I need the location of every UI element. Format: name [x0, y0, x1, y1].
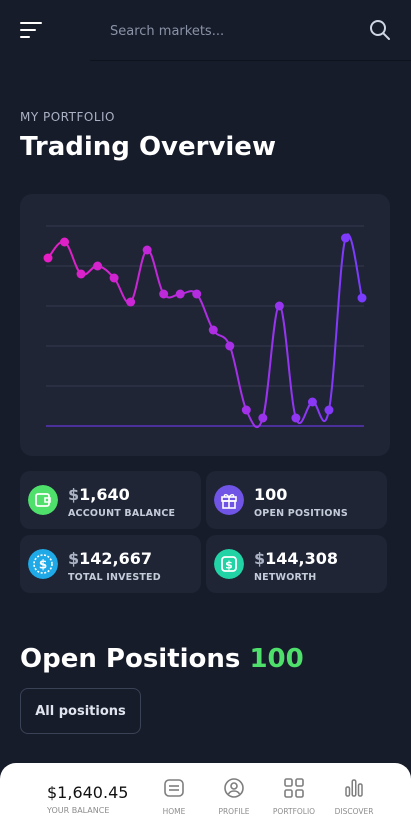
discover-icon	[345, 779, 363, 797]
all-positions-button[interactable]: All positions	[20, 688, 141, 734]
nav-portfolio[interactable]: PORTFOLIO	[269, 777, 319, 817]
balance-value: $1,640.45	[47, 783, 129, 802]
menu-icon[interactable]	[20, 21, 42, 39]
data-point	[274, 301, 284, 311]
nav-label: PORTFOLIO	[272, 807, 316, 816]
portfolio-chart	[20, 194, 390, 456]
data-point	[192, 289, 202, 299]
data-point	[241, 405, 251, 415]
stat-number: 100	[254, 485, 288, 504]
stat-networth[interactable]: $ $144,308 NETWORTH	[206, 535, 387, 593]
data-point	[208, 325, 218, 335]
top-header	[0, 0, 411, 61]
stat-number: 142,667	[79, 549, 153, 568]
data-point	[142, 245, 152, 255]
stat-open-positions[interactable]: 100 OPEN POSITIONS	[206, 471, 387, 529]
search-bar	[90, 0, 411, 61]
data-point	[307, 397, 317, 407]
bottom-bar: $1,640.45 YOUR BALANCE HOME PROFILE PORT…	[0, 763, 411, 823]
data-point	[109, 273, 119, 283]
nav-discover[interactable]: DISCOVER	[329, 777, 379, 817]
data-point	[60, 237, 70, 247]
data-point	[159, 289, 169, 299]
currency-symbol: $	[254, 549, 266, 568]
portfolio-icon	[284, 778, 304, 798]
data-point	[291, 413, 301, 423]
data-point	[126, 297, 136, 307]
stat-label: ACCOUNT BALANCE	[68, 508, 176, 519]
open-positions-title: Open Positions 100	[20, 644, 304, 674]
positions-count: 100	[249, 644, 304, 674]
search-input[interactable]	[108, 18, 352, 44]
data-point	[43, 253, 53, 263]
home-icon	[164, 779, 184, 797]
data-point	[258, 413, 268, 423]
stat-number: 144,308	[265, 549, 339, 568]
data-point	[76, 269, 86, 279]
series-line	[47, 233, 363, 429]
svg-text:$: $	[225, 559, 233, 572]
profile-icon	[224, 778, 244, 798]
stat-value: 100	[254, 485, 287, 504]
data-point	[324, 405, 334, 415]
gift-icon	[214, 485, 244, 515]
dollar-coin-icon: $	[28, 549, 58, 579]
section-title-text: Open Positions	[20, 644, 241, 674]
nav-home[interactable]: HOME	[149, 777, 199, 817]
balance-label: YOUR BALANCE	[47, 806, 110, 815]
data-point	[93, 261, 103, 271]
nav-label: PROFILE	[218, 807, 250, 816]
stat-total-invested[interactable]: $ $142,667 TOTAL INVESTED	[20, 535, 201, 593]
line-chart	[43, 225, 367, 429]
stat-label: NETWORTH	[254, 572, 317, 583]
stat-number: 1,640	[79, 485, 130, 504]
data-point	[357, 293, 367, 303]
dollar-square-icon: $	[214, 549, 244, 579]
portfolio-eyebrow: MY PORTFOLIO	[20, 110, 115, 124]
data-point	[225, 341, 235, 351]
search-icon[interactable]	[369, 19, 391, 41]
stat-value: $142,667	[68, 549, 152, 568]
nav-profile[interactable]: PROFILE	[209, 777, 259, 817]
stat-label: OPEN POSITIONS	[254, 508, 348, 519]
stat-label: TOTAL INVESTED	[68, 572, 161, 583]
svg-text:$: $	[39, 558, 47, 572]
stat-value: $1,640	[68, 485, 130, 504]
page-title: Trading Overview	[20, 132, 276, 162]
stat-value: $144,308	[254, 549, 338, 568]
data-point	[340, 233, 350, 243]
currency-symbol: $	[68, 485, 80, 504]
stat-account-balance[interactable]: $1,640 ACCOUNT BALANCE	[20, 471, 201, 529]
nav-label: DISCOVER	[334, 807, 374, 816]
currency-symbol: $	[68, 549, 80, 568]
wallet-icon	[28, 485, 58, 515]
data-point	[175, 289, 185, 299]
nav-label: HOME	[162, 807, 186, 816]
